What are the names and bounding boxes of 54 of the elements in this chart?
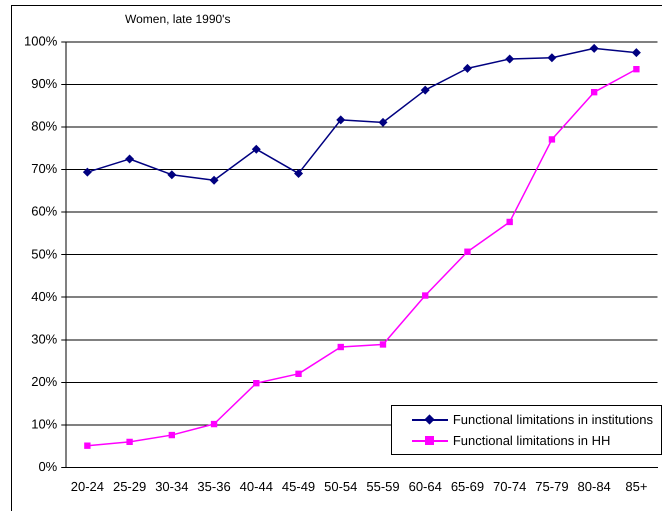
x-tick-label: 60-64 xyxy=(408,478,442,494)
y-tick-label: 30% xyxy=(31,331,58,346)
x-tick-label: 30-34 xyxy=(155,478,188,494)
x-tick-label: 25-29 xyxy=(112,478,146,494)
point xyxy=(548,136,556,143)
point xyxy=(295,370,302,377)
point xyxy=(422,292,428,299)
point xyxy=(547,53,556,62)
point xyxy=(210,176,219,185)
point xyxy=(125,154,134,164)
point xyxy=(252,144,261,154)
point xyxy=(378,118,388,127)
point xyxy=(338,344,344,350)
point xyxy=(82,168,92,177)
x-tick-label: 75-79 xyxy=(535,478,569,494)
x-tick-label: 55-59 xyxy=(366,478,400,494)
x-tick-label: 80-84 xyxy=(578,478,611,494)
point xyxy=(84,442,91,449)
y-tick-label: 20% xyxy=(31,374,58,389)
x-tick-label: 50-54 xyxy=(324,478,358,494)
point xyxy=(632,48,641,58)
point xyxy=(253,380,260,386)
point xyxy=(168,432,176,438)
point xyxy=(633,66,640,72)
y-tick-label: 50% xyxy=(31,246,58,262)
legend-label: Functional limitations in institutions xyxy=(452,412,653,427)
chart-title: Women, late 1990's xyxy=(125,12,230,26)
x-tick-label: 35-36 xyxy=(197,478,231,494)
point xyxy=(462,64,472,73)
point xyxy=(505,54,514,64)
point xyxy=(506,218,513,226)
point xyxy=(167,170,176,180)
x-tick-label: 45-49 xyxy=(282,478,316,494)
y-tick-label: 70% xyxy=(31,161,58,176)
x-tick-label: 70-74 xyxy=(493,478,526,494)
x-tick-label: 65-69 xyxy=(450,478,484,494)
y-tick-label: 80% xyxy=(31,118,58,134)
y-tick-label: 60% xyxy=(31,204,58,219)
y-tick-label: 10% xyxy=(31,416,58,432)
point xyxy=(420,86,430,95)
point xyxy=(464,248,471,255)
x-tick-label: 20-24 xyxy=(70,478,104,494)
y-tick-label: 100% xyxy=(24,34,58,49)
point xyxy=(590,44,599,53)
legend-label: Functional limitations in HH xyxy=(452,433,610,448)
x-tick-label: 40-44 xyxy=(240,478,273,494)
point xyxy=(126,438,133,446)
y-tick-label: 40% xyxy=(31,288,58,304)
point xyxy=(590,89,598,96)
y-tick-label: 90% xyxy=(31,76,58,92)
x-tick-label: 85+ xyxy=(625,478,648,494)
point xyxy=(294,168,304,178)
y-tick-label: 0% xyxy=(38,458,58,474)
point xyxy=(336,115,346,124)
